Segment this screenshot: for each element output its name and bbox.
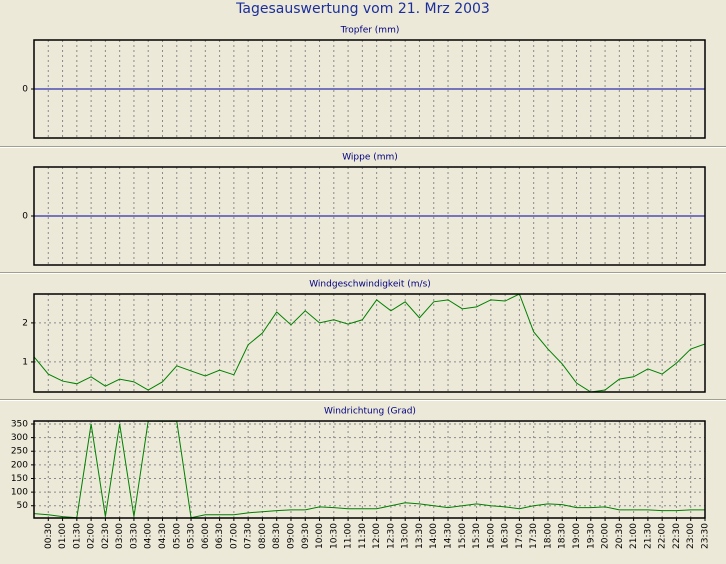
separators: [0, 146, 726, 401]
x-tick-label: 21:00: [629, 523, 639, 549]
x-tick-label: 08:30: [272, 523, 282, 549]
y-tick-label: 100: [11, 488, 28, 498]
x-tick-label: 07:30: [244, 523, 254, 549]
x-tick-label: 06:00: [201, 523, 211, 549]
y-tick-label: 0: [22, 85, 28, 95]
x-tick-label: 11:30: [358, 523, 368, 549]
x-tick-label: 05:00: [172, 523, 182, 549]
x-tick-label: 13:30: [415, 523, 425, 549]
data-line: [34, 294, 705, 392]
x-tick-label: 22:30: [672, 523, 682, 549]
panel-title: Tropfer (mm): [340, 26, 400, 36]
y-tick-label: 50: [17, 501, 29, 511]
plot-frame: [33, 420, 706, 519]
x-tick-label: 11:00: [344, 523, 354, 549]
x-tick-label: 10:30: [329, 523, 339, 549]
y-tick-label: 300: [11, 433, 28, 443]
plot-frame: [33, 39, 706, 139]
x-tick-label: 10:00: [315, 523, 325, 549]
x-tick-label: 23:00: [686, 523, 696, 549]
x-tick-label: 21:30: [643, 523, 653, 549]
y-tick-label: 1: [22, 357, 28, 367]
x-tick-label: 16:00: [486, 523, 496, 549]
x-tick-label: 05:30: [187, 523, 197, 549]
page-title: Tagesauswertung vom 21. Mrz 2003: [235, 1, 490, 17]
x-tick-label: 13:00: [401, 523, 411, 549]
x-tick-label: 07:00: [229, 523, 239, 549]
x-tick-label: 04:00: [144, 523, 154, 549]
x-tick-label: 18:30: [558, 523, 568, 549]
y-tick-label: 150: [11, 474, 28, 484]
x-tick-label: 16:30: [501, 523, 511, 549]
x-tick-label: 09:00: [286, 523, 296, 549]
panel-title: Windrichtung (Grad): [324, 407, 416, 417]
x-tick-label: 22:00: [658, 523, 668, 549]
x-tick-label: 15:30: [472, 523, 482, 549]
x-tick-label: 01:30: [72, 523, 82, 549]
panel-title: Wippe (mm): [342, 153, 398, 163]
x-tick-label: 06:30: [215, 523, 225, 549]
x-tick-label: 17:30: [529, 523, 539, 549]
x-tick-label: 12:00: [372, 523, 382, 549]
plot-frame: [33, 166, 706, 266]
x-tick-label: 17:00: [515, 523, 525, 549]
y-tick-label: 250: [11, 447, 28, 457]
x-tick-label: 23:30: [701, 523, 711, 549]
x-tick-label: 18:00: [543, 523, 553, 549]
plot-frame: [33, 293, 706, 393]
x-tick-label: 04:30: [158, 523, 168, 549]
x-tick-label: 12:30: [386, 523, 396, 549]
x-tick-label: 14:00: [429, 523, 439, 549]
y-tick-label: 350: [11, 419, 28, 429]
x-tick-label: 20:30: [615, 523, 625, 549]
panel-title: Windgeschwindigkeit (m/s): [309, 280, 431, 290]
x-tick-label: 01:00: [58, 523, 68, 549]
x-tick-label: 03:30: [129, 523, 139, 549]
x-tick-label: 20:00: [601, 523, 611, 549]
x-tick-label: 02:30: [101, 523, 111, 549]
x-tick-label: 02:00: [87, 523, 97, 549]
y-tick-label: 200: [11, 460, 28, 470]
x-tick-label: 19:30: [586, 523, 596, 549]
x-tick-label: 08:00: [258, 523, 268, 549]
data-line: [34, 421, 705, 518]
y-tick-label: 0: [22, 212, 28, 222]
y-tick-label: 2: [22, 318, 28, 328]
x-tick-label: 19:00: [572, 523, 582, 549]
x-tick-label: 15:00: [458, 523, 468, 549]
x-tick-label: 09:30: [301, 523, 311, 549]
x-tick-label: 14:30: [444, 523, 454, 549]
x-tick-label: 00:30: [44, 523, 54, 549]
x-tick-label: 03:00: [115, 523, 125, 549]
